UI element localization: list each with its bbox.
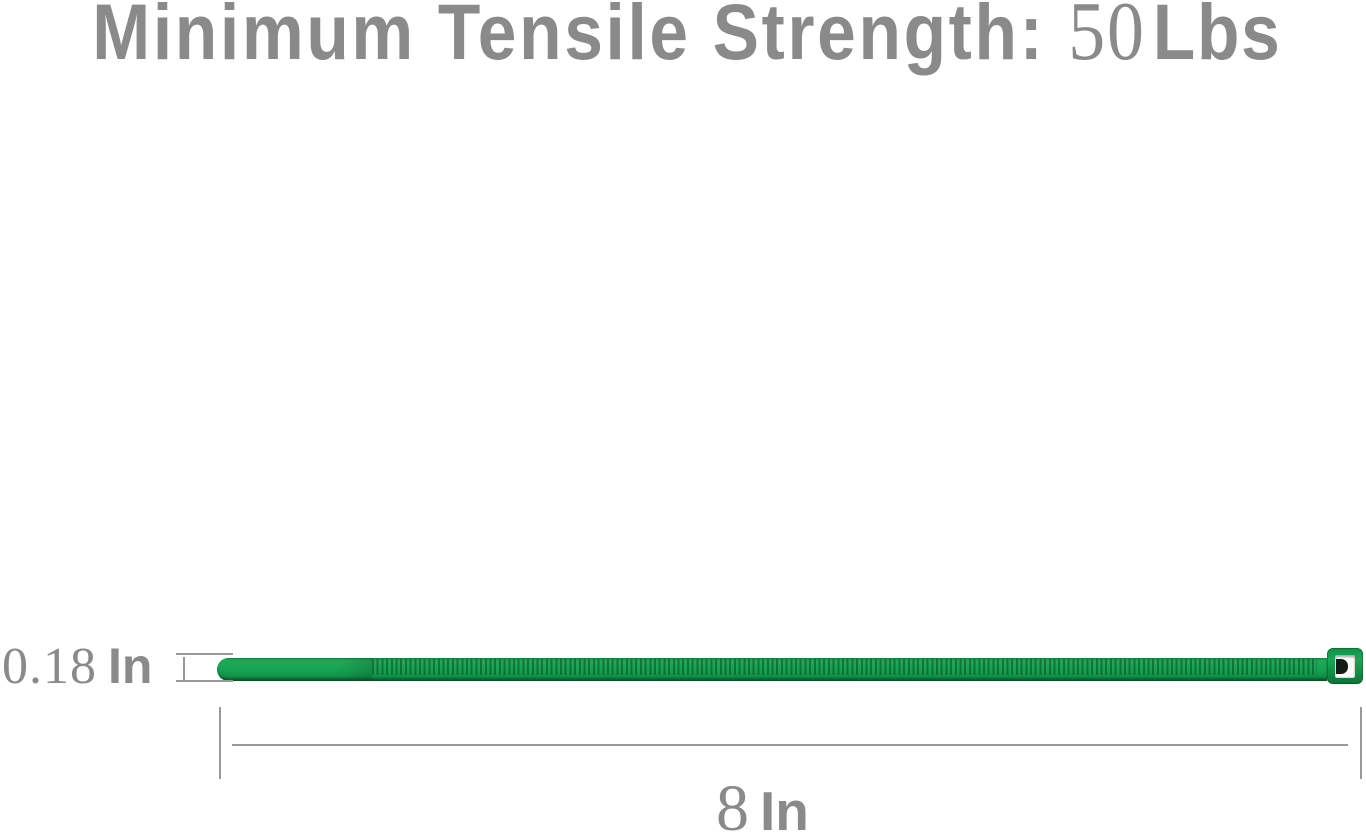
tensile-strength-label: Minimum Tensile Strength: xyxy=(92,0,1046,76)
width-dimension-label: 0.18 In xyxy=(2,641,152,693)
tie-head xyxy=(1327,648,1363,684)
width-bracket-top-line xyxy=(176,653,233,655)
length-tick-right xyxy=(1360,707,1362,779)
tie-head-slot xyxy=(1335,655,1355,678)
tie-strap-shading xyxy=(340,658,372,681)
width-unit: In xyxy=(108,638,153,694)
length-unit: In xyxy=(760,780,809,834)
length-value: 8 xyxy=(716,772,749,834)
tie-strap xyxy=(217,658,1327,681)
tensile-strength-value: 50 xyxy=(1068,0,1146,78)
length-horizontal-line xyxy=(232,744,1348,746)
width-bracket-bottom-line xyxy=(176,680,233,682)
tie-serrations xyxy=(372,659,1317,675)
length-tick-left xyxy=(219,707,221,779)
tie-head-pawl xyxy=(1336,659,1348,674)
tensile-strength-unit: Lbs xyxy=(1152,0,1282,76)
width-value: 0.18 xyxy=(2,638,97,695)
width-bracket-vertical-line xyxy=(183,657,185,680)
page-title: Minimum Tensile Strength: 50 Lbs xyxy=(86,0,1288,74)
length-dimension-label: 8 In xyxy=(716,776,809,834)
